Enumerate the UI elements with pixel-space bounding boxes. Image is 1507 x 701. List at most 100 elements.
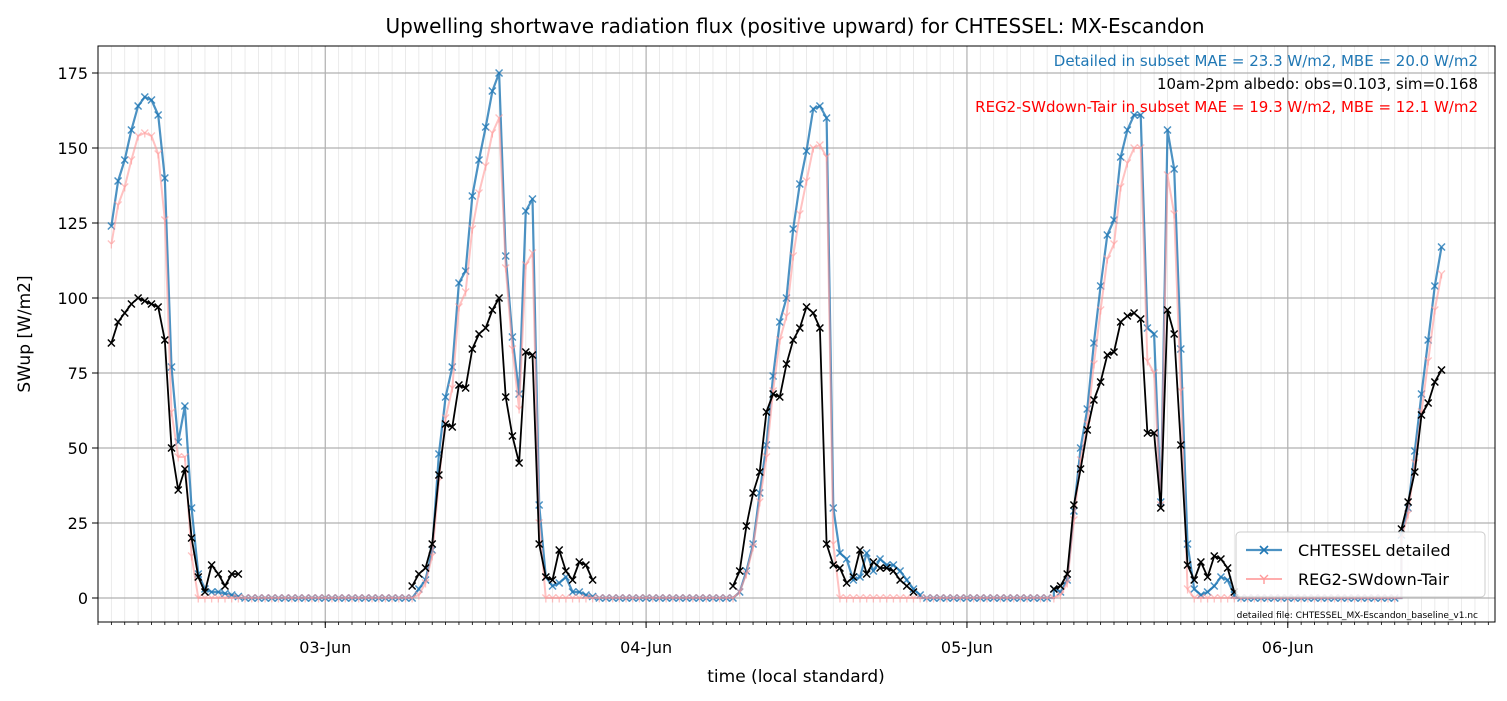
- data-point-observed: [481, 323, 490, 333]
- data-point-observed: [535, 539, 544, 549]
- series-line-detailed: [110, 95, 239, 598]
- data-point-observed: [728, 581, 738, 591]
- legend-detailed-label: CHTESSEL detailed: [1298, 541, 1450, 560]
- data-point-reg2: [782, 312, 791, 321]
- data-point-detailed: [1203, 587, 1212, 597]
- data-point-detailed: [508, 332, 517, 342]
- data-point-reg2: [114, 201, 123, 210]
- data-point-observed: [795, 323, 804, 333]
- data-point-reg2: [1103, 255, 1112, 264]
- data-point-detailed: [1210, 581, 1219, 591]
- data-point-observed: [1183, 560, 1192, 570]
- data-point-reg2: [789, 252, 798, 261]
- data-point-detailed: [869, 566, 878, 576]
- data-point-observed: [1430, 377, 1439, 387]
- data-point-observed: [849, 572, 858, 582]
- y-tick-label: 50: [68, 439, 88, 458]
- data-point-detailed: [809, 104, 818, 114]
- data-point-detailed: [481, 122, 490, 132]
- data-point-observed: [187, 533, 196, 543]
- data-point-observed: [1404, 497, 1413, 507]
- data-point-reg2: [468, 225, 477, 234]
- data-point-observed: [568, 575, 577, 585]
- data-point-observed: [561, 566, 570, 576]
- y-tick-label: 175: [57, 64, 88, 83]
- data-point-observed: [468, 344, 477, 354]
- data-point-observed: [1049, 584, 1058, 594]
- data-point-observed: [154, 302, 163, 312]
- data-point-observed: [234, 569, 243, 579]
- x-tick-label: 06-Jun: [1262, 638, 1314, 657]
- data-point-detailed: [1116, 152, 1125, 162]
- data-point-observed: [521, 347, 530, 357]
- data-point-detailed: [789, 224, 798, 234]
- data-point-observed: [454, 380, 463, 390]
- data-point-reg2: [548, 594, 557, 603]
- data-point-observed: [448, 422, 457, 432]
- data-point-observed: [835, 563, 844, 573]
- data-point-reg2: [1123, 159, 1132, 168]
- data-point-reg2: [749, 543, 758, 552]
- data-point-observed: [474, 329, 484, 339]
- data-point-observed: [114, 317, 123, 327]
- data-point-detailed: [849, 575, 858, 585]
- data-point-observed: [508, 431, 517, 441]
- data-point-observed: [842, 578, 851, 588]
- data-point-observed: [882, 563, 891, 573]
- data-point-observed: [755, 467, 764, 477]
- data-point-observed: [1136, 314, 1145, 324]
- data-point-reg2: [1183, 585, 1192, 594]
- data-point-observed: [414, 569, 423, 579]
- data-point-detailed: [802, 146, 811, 156]
- data-point-observed: [1417, 410, 1426, 420]
- data-point-observed: [815, 323, 824, 333]
- data-point-detailed: [1170, 164, 1179, 174]
- data-point-observed: [501, 392, 510, 402]
- data-point-reg2: [475, 189, 483, 198]
- data-point-observed: [1063, 569, 1072, 579]
- data-point-observed: [1203, 572, 1212, 582]
- data-point-observed: [127, 299, 136, 309]
- annotation-detailed-stats: Detailed in subset MAE = 23.3 W/m2, MBE …: [1054, 52, 1478, 70]
- data-point-detailed: [127, 125, 136, 135]
- data-point-observed: [1424, 398, 1433, 408]
- data-point-observed: [802, 302, 811, 312]
- data-point-reg2: [134, 132, 143, 141]
- data-point-observed: [227, 569, 236, 579]
- data-point-reg2: [441, 414, 450, 423]
- data-point-observed: [1437, 365, 1446, 375]
- x-tick-label: 04-Jun: [620, 638, 672, 657]
- data-point-observed: [488, 305, 497, 315]
- data-point-observed: [434, 470, 443, 480]
- data-point-detailed: [1216, 572, 1225, 582]
- y-axis-label: SWup [W/m2]: [15, 275, 35, 392]
- data-point-detailed: [214, 587, 223, 597]
- data-point-observed: [829, 560, 838, 570]
- data-point-reg2: [802, 177, 811, 186]
- data-point-reg2: [762, 453, 771, 462]
- data-point-reg2: [822, 153, 831, 162]
- data-point-reg2: [127, 156, 136, 165]
- data-point-reg2: [528, 249, 537, 258]
- data-point-observed: [1170, 329, 1179, 339]
- data-point-observed: [1410, 467, 1419, 477]
- data-point-detailed: [1123, 125, 1132, 135]
- data-point-detailed: [1130, 110, 1139, 120]
- data-point-detailed: [1150, 329, 1159, 339]
- data-point-detailed: [902, 575, 911, 585]
- data-point-detailed: [1103, 230, 1112, 240]
- data-point-reg2: [1096, 306, 1105, 315]
- data-point-reg2: [1163, 171, 1172, 180]
- data-point-reg2: [421, 579, 430, 588]
- data-point-detailed: [575, 587, 584, 597]
- data-point-observed: [1123, 311, 1132, 321]
- data-point-reg2: [414, 591, 423, 600]
- x-axis-label: time (local standard): [707, 667, 885, 687]
- data-point-reg2: [1430, 306, 1439, 315]
- data-point-observed: [441, 419, 450, 429]
- data-point-detailed: [548, 581, 557, 591]
- y-tick-label: 25: [68, 514, 88, 533]
- data-point-observed: [909, 587, 918, 597]
- data-point-observed: [555, 545, 564, 555]
- data-point-observed: [855, 545, 865, 555]
